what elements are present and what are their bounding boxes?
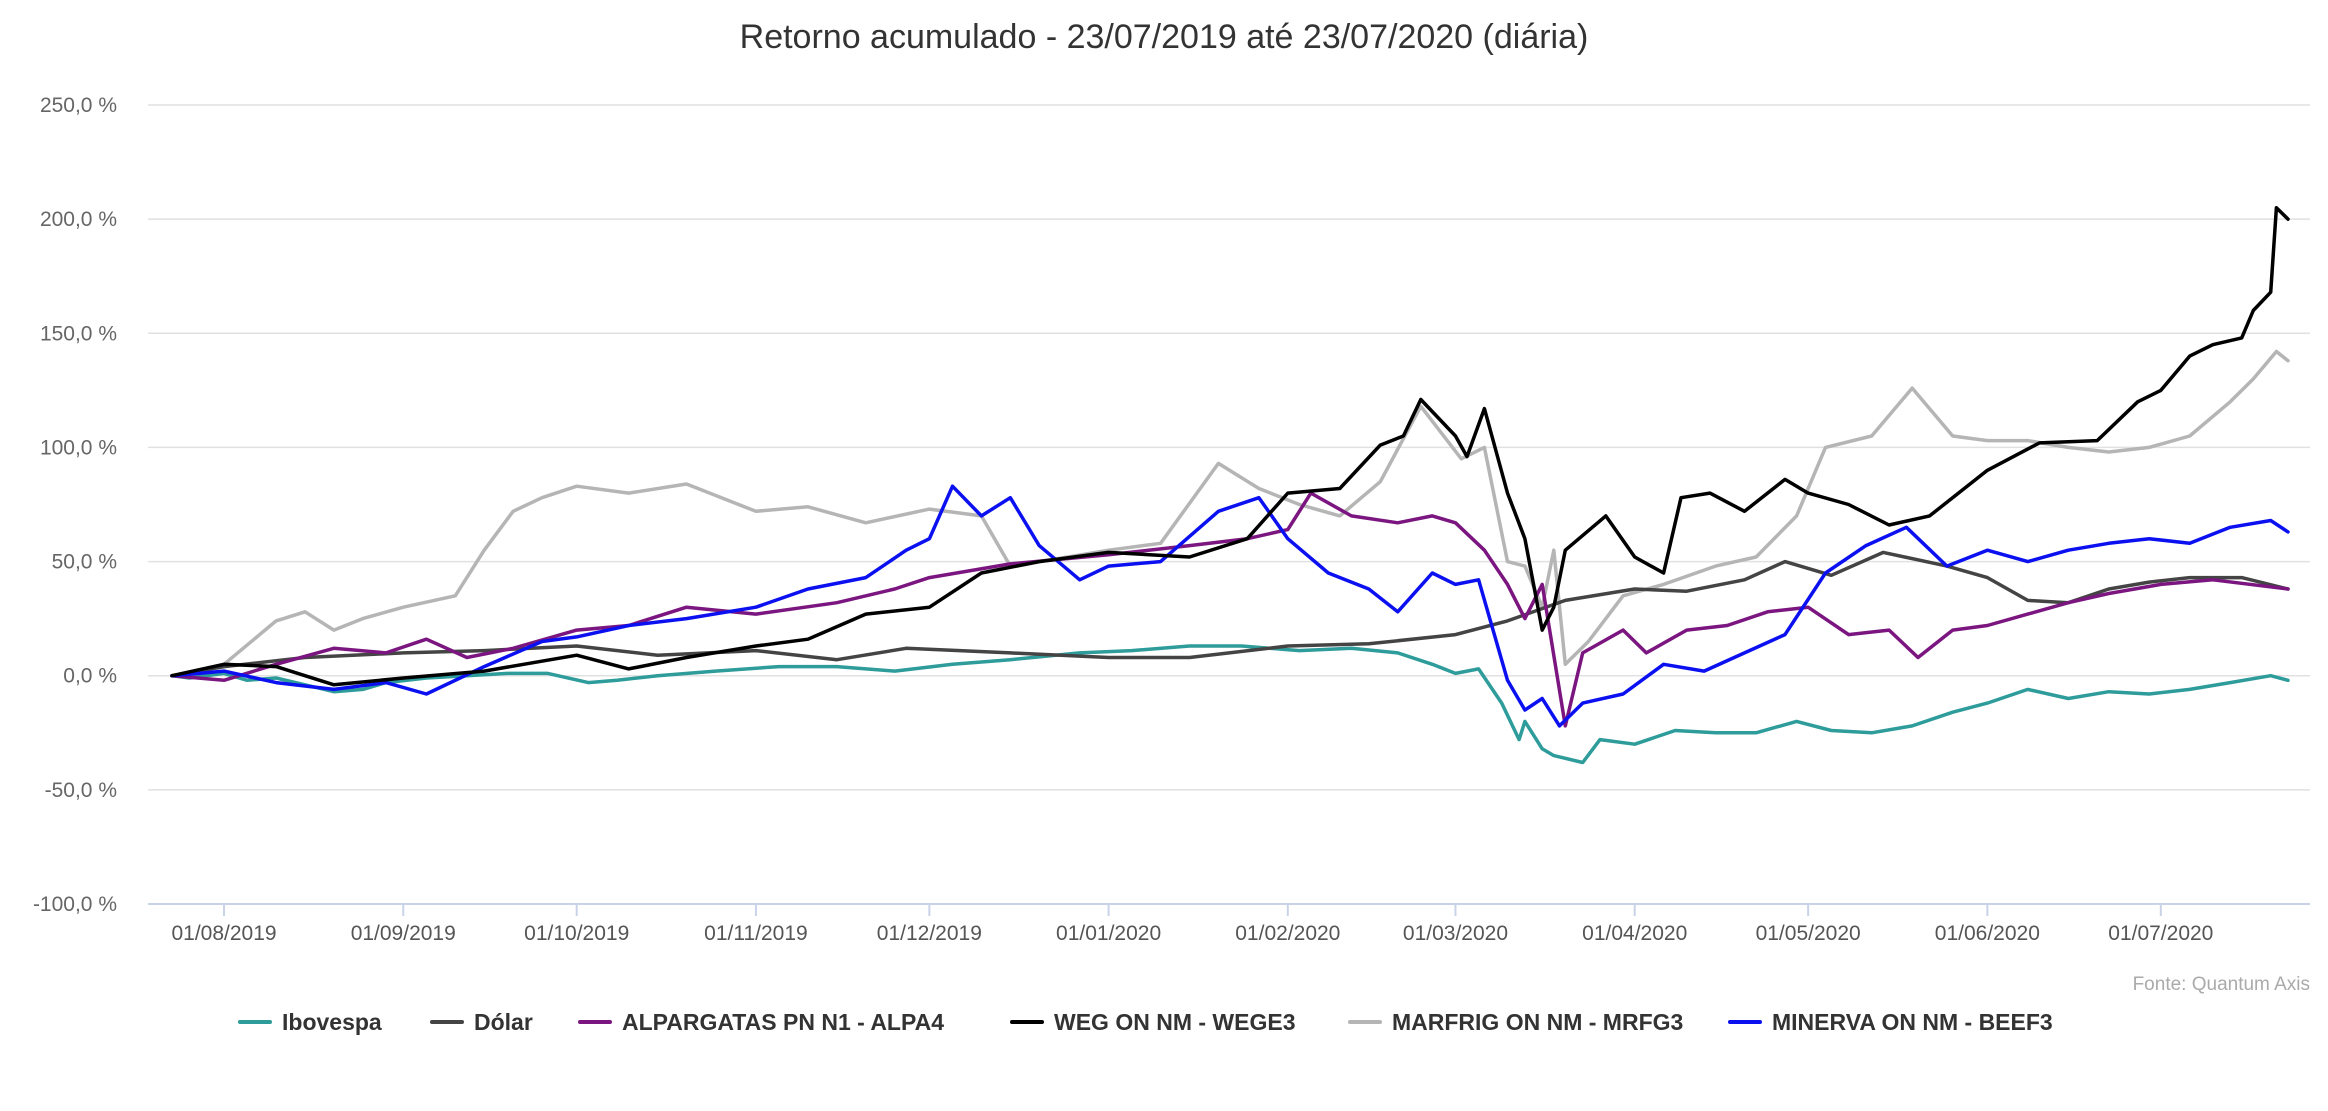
source-note: Fonte: Quantum Axis [2133,974,2310,995]
y-tick-label: 50,0 % [52,551,117,574]
x-tick-label: 01/06/2020 [1935,922,2040,945]
series-line [170,205,2290,687]
legend-item[interactable]: MARFRIG ON NM - MRFG3 [1348,1009,1683,1035]
legend[interactable]: Ibovespa Dólar ALPARGATAS PN N1 - ALPA4 WEG… [238,1009,2053,1035]
y-tick-label: 150,0 % [40,322,117,345]
series-line [170,349,2290,678]
y-tick-label: 250,0 % [40,94,117,117]
series-line [170,550,2290,678]
legend-label: Dólar [474,1009,533,1035]
y-tick-label: -50,0 % [45,779,117,802]
x-tick-label: 01/08/2019 [171,922,276,945]
x-tick-label: 01/04/2020 [1582,922,1687,945]
x-tick-label: 01/02/2020 [1235,922,1340,945]
series-lines [170,205,2290,765]
legend-label: WEG ON NM - WEGE3 [1054,1009,1296,1035]
grid [148,104,2310,791]
legend-label: MARFRIG ON NM - MRFG3 [1392,1009,1683,1035]
series-line [170,484,2290,728]
legend-item[interactable]: ALPARGATAS PN N1 - ALPA4 [578,1009,944,1035]
x-tick-label: 01/12/2019 [877,922,982,945]
axes: -100,0 % -50,0 % 0,0 % 50,0 % 100,0 % 150,0 %… [33,94,2310,945]
x-tick-label: 01/10/2019 [524,922,629,945]
y-tick-label: 100,0 % [40,436,117,459]
legend-item[interactable]: Ibovespa [238,1009,382,1035]
x-tick-label: 01/07/2020 [2108,922,2213,945]
series-line [170,644,2290,765]
y-tick-label: 0,0 % [63,665,117,688]
x-tick-label: 01/03/2020 [1403,922,1508,945]
y-tick-label: 200,0 % [40,208,117,231]
legend-label: ALPARGATAS PN N1 - ALPA4 [622,1009,944,1035]
legend-item[interactable]: MINERVA ON NM - BEEF3 [1728,1009,2053,1035]
legend-item[interactable]: WEG ON NM - WEGE3 [1010,1009,1296,1035]
x-tick-label: 01/05/2020 [1756,922,1861,945]
legend-item[interactable]: Dólar [430,1009,533,1035]
x-tick-label: 01/01/2020 [1056,922,1161,945]
x-tick-label: 01/11/2019 [704,922,808,945]
x-tick-label: 01/09/2019 [351,922,456,945]
legend-label: MINERVA ON NM - BEEF3 [1772,1009,2053,1035]
series-line [170,491,2290,728]
legend-label: Ibovespa [282,1009,382,1035]
chart-title: Retorno acumulado - 23/07/2019 até 23/07… [740,18,1589,56]
y-tick-label: -100,0 % [33,893,117,916]
